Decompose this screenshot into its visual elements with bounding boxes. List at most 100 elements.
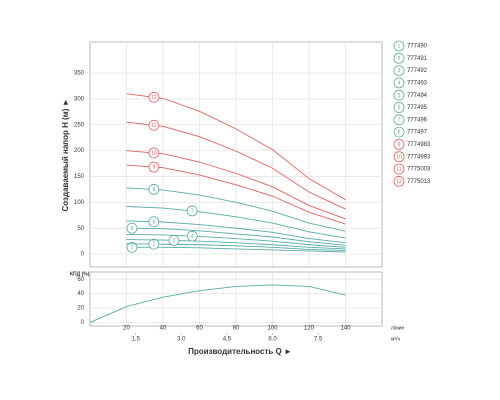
efficiency-axis-title: КПД (%) bbox=[70, 271, 90, 277]
legend-marker-label: 2 bbox=[398, 56, 401, 62]
head-curve bbox=[126, 243, 346, 251]
legend-marker-label: 7 bbox=[398, 117, 401, 123]
y-tick-label: 100 bbox=[74, 200, 85, 206]
x-tick-label: 20 bbox=[123, 326, 130, 332]
series-marker bbox=[148, 184, 160, 195]
y-tick-label: 0 bbox=[81, 320, 85, 326]
x-tick-label: 60 bbox=[196, 326, 203, 332]
series-marker-label: 3 bbox=[173, 238, 176, 244]
x-tick-label: 140 bbox=[340, 326, 351, 332]
legend-marker bbox=[393, 52, 405, 64]
legend-label: 777495 bbox=[407, 105, 428, 111]
legend-marker bbox=[393, 138, 405, 150]
y-tick-label: 60 bbox=[77, 277, 84, 283]
head-curve bbox=[126, 187, 346, 232]
legend-label: 7775003 bbox=[407, 167, 431, 173]
head-curve bbox=[126, 121, 346, 210]
head-curve bbox=[126, 246, 346, 253]
legend-marker-label: 8 bbox=[398, 130, 401, 136]
legend-marker-label: 6 bbox=[398, 105, 401, 111]
head-curve bbox=[126, 164, 346, 225]
series-marker bbox=[148, 147, 160, 159]
y-tick-label: 300 bbox=[74, 96, 85, 102]
legend-marker bbox=[393, 126, 405, 138]
x2-unit: м³/ч bbox=[391, 336, 400, 342]
legend-label: 777496 bbox=[407, 117, 428, 123]
y-tick-label: 0 bbox=[81, 252, 85, 258]
legend-label: 777497 bbox=[407, 130, 428, 136]
legend-label: 777493 bbox=[407, 80, 428, 86]
y-tick-label: 350 bbox=[74, 71, 85, 77]
legend-marker-label: 1 bbox=[398, 44, 401, 50]
y-tick-label: 200 bbox=[74, 148, 85, 154]
series-marker bbox=[186, 230, 198, 242]
x2-tick-label: 4.5 bbox=[223, 337, 232, 343]
x2-tick-label: 1.5 bbox=[131, 337, 140, 343]
x-tick-label: 120 bbox=[304, 326, 315, 332]
legend-label: 7775013 bbox=[407, 179, 431, 185]
y-axis-title: Создаваемый напор H (м) ► bbox=[61, 98, 70, 211]
head-curve bbox=[126, 206, 346, 239]
series-marker-label: 11 bbox=[151, 123, 156, 129]
series-marker bbox=[126, 222, 138, 234]
series-marker-label: 9 bbox=[152, 165, 155, 171]
legend-label: 7774993 bbox=[407, 154, 431, 160]
head-curve bbox=[126, 150, 346, 220]
legend-marker bbox=[393, 175, 405, 187]
legend-marker-label: 3 bbox=[398, 68, 401, 74]
legend-marker bbox=[393, 65, 405, 76]
series-marker-label: 2 bbox=[152, 242, 155, 248]
legend-marker-label: 4 bbox=[398, 81, 401, 87]
head-curve bbox=[126, 227, 346, 246]
legend-label: 777492 bbox=[407, 68, 428, 74]
series-marker-label: 5 bbox=[131, 226, 134, 232]
series-marker-label: 12 bbox=[151, 95, 157, 101]
legend-marker-label: 11 bbox=[396, 167, 401, 173]
legend-marker bbox=[393, 151, 405, 163]
series-marker-label: 7 bbox=[191, 209, 194, 215]
series-marker-label: 8 bbox=[152, 187, 155, 193]
legend-marker bbox=[393, 163, 405, 175]
head-curve bbox=[126, 233, 346, 248]
series-marker bbox=[126, 241, 138, 253]
x-axis-title: Производительность Q ► bbox=[188, 347, 292, 356]
y-tick-label: 250 bbox=[74, 122, 85, 128]
efficiency-curve bbox=[89, 284, 346, 323]
legend-marker bbox=[393, 114, 405, 126]
legend-marker-label: 5 bbox=[398, 93, 401, 99]
x2-tick-label: 7.5 bbox=[314, 337, 323, 343]
legend-label: 7774983 bbox=[407, 142, 431, 148]
y-tick-label: 150 bbox=[74, 174, 85, 180]
series-marker bbox=[148, 216, 160, 228]
y-tick-label: 40 bbox=[77, 291, 84, 297]
series-marker-label: 1 bbox=[131, 245, 134, 251]
legend-marker-label: 10 bbox=[396, 154, 402, 160]
legend-marker bbox=[393, 77, 405, 89]
legend-label: 777494 bbox=[407, 93, 428, 99]
series-marker-label: 10 bbox=[151, 151, 157, 157]
series-marker-label: 4 bbox=[191, 234, 194, 240]
legend-marker bbox=[393, 40, 405, 52]
legend-marker-label: 12 bbox=[396, 179, 402, 185]
legend-label: 777491 bbox=[407, 56, 428, 62]
x-tick-label: 100 bbox=[267, 326, 278, 332]
legend-label: 777490 bbox=[407, 44, 428, 50]
x-tick-label: 40 bbox=[160, 326, 167, 332]
x2-tick-label: 6.0 bbox=[268, 337, 277, 343]
head-curve bbox=[126, 220, 346, 244]
y-tick-label: 50 bbox=[77, 226, 84, 232]
head-curve bbox=[126, 239, 346, 250]
series-marker bbox=[148, 161, 160, 173]
series-marker-label: 6 bbox=[152, 219, 155, 225]
series-marker bbox=[148, 119, 160, 131]
series-marker bbox=[148, 238, 160, 250]
x2-tick-label: 3.0 bbox=[177, 337, 186, 343]
x-unit: л/мин bbox=[391, 325, 405, 331]
head-curve bbox=[126, 93, 346, 201]
series-marker bbox=[148, 91, 160, 103]
legend-marker bbox=[393, 102, 405, 113]
legend-marker bbox=[393, 89, 405, 101]
y-tick-label: 20 bbox=[77, 306, 84, 312]
x-tick-label: 80 bbox=[233, 326, 240, 332]
